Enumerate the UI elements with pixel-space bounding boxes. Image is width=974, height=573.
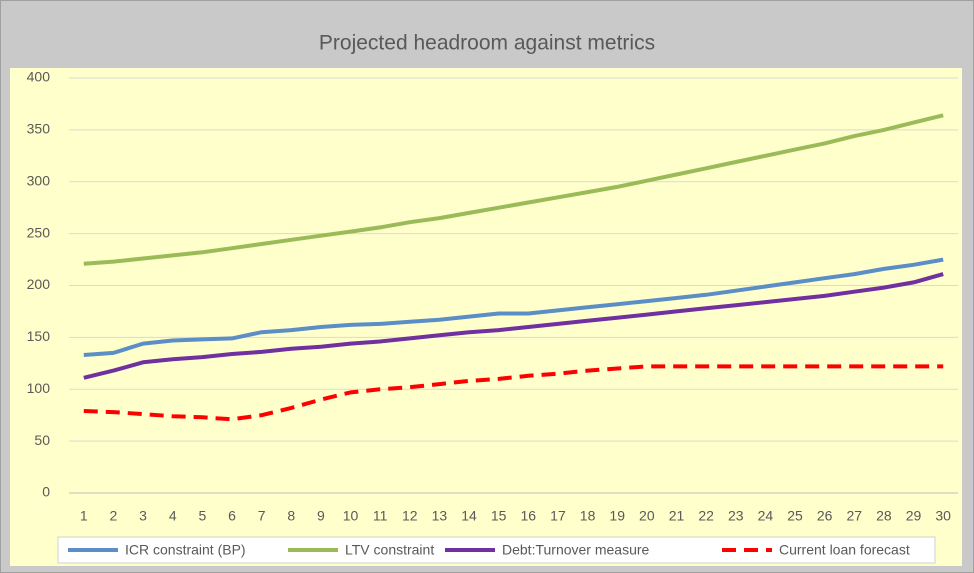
x-tick-label: 13: [432, 508, 448, 524]
y-tick-label: 100: [27, 380, 51, 396]
x-tick-label: 27: [846, 508, 862, 524]
x-tick-label: 12: [402, 508, 418, 524]
legend-label: Debt:Turnover measure: [502, 542, 650, 558]
x-tick-label: 22: [698, 508, 714, 524]
x-tick-label: 11: [373, 508, 388, 524]
x-tick-label: 23: [728, 508, 744, 524]
x-tick-label: 15: [491, 508, 507, 524]
x-tick-label: 9: [317, 508, 325, 524]
x-tick-label: 30: [935, 508, 951, 524]
x-tick-label: 17: [550, 508, 566, 524]
x-tick-label: 6: [228, 508, 236, 524]
x-tick-label: 16: [521, 508, 537, 524]
x-tick-label: 7: [258, 508, 266, 524]
x-tick-label: 26: [817, 508, 833, 524]
y-tick-label: 0: [42, 484, 50, 500]
x-tick-label: 29: [906, 508, 922, 524]
y-tick-label: 50: [34, 432, 50, 448]
y-tick-label: 150: [27, 328, 51, 344]
legend-label: LTV constraint: [345, 542, 434, 558]
series-line: [83, 257, 944, 357]
x-tick-label: 14: [461, 508, 477, 524]
x-tick-label: 20: [639, 508, 655, 524]
x-tick-label: 21: [669, 508, 685, 524]
x-tick-label: 18: [580, 508, 596, 524]
x-tick-label: 5: [198, 508, 206, 524]
series-line: [83, 272, 944, 380]
plot-area: [10, 68, 962, 566]
y-tick-label: 250: [27, 224, 51, 240]
y-tick-label: 350: [27, 121, 51, 137]
legend-label: Current loan forecast: [779, 542, 910, 558]
y-tick-label: 300: [27, 172, 51, 188]
x-tick-label: 4: [169, 508, 177, 524]
chart-title: Projected headroom against metrics: [319, 32, 655, 55]
x-tick-label: 25: [787, 508, 803, 524]
x-tick-label: 8: [287, 508, 295, 524]
x-tick-label: 19: [609, 508, 625, 524]
legend-label: ICR constraint (BP): [125, 542, 246, 558]
x-tick-label: 28: [876, 508, 892, 524]
x-tick-label: 3: [139, 508, 147, 524]
x-tick-label: 24: [758, 508, 774, 524]
legend: [57, 536, 936, 564]
series-line: [83, 364, 944, 422]
x-tick-label: 2: [110, 508, 118, 524]
y-tick-label: 200: [27, 276, 51, 292]
series-line: [83, 113, 944, 266]
y-tick-label: 400: [27, 69, 51, 85]
x-tick-label: 10: [343, 508, 359, 524]
x-tick-label: 1: [80, 508, 88, 524]
